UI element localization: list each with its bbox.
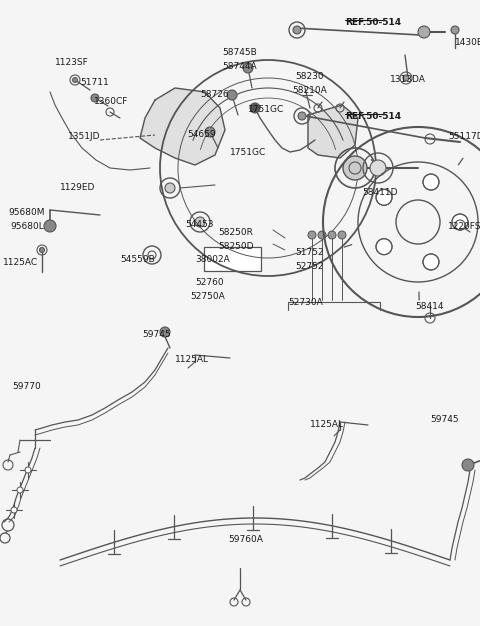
Text: 1430BF: 1430BF xyxy=(455,38,480,47)
Text: REF.50-514: REF.50-514 xyxy=(345,112,401,121)
Circle shape xyxy=(376,239,392,255)
Circle shape xyxy=(451,26,459,34)
Circle shape xyxy=(25,467,31,473)
Text: 58745B: 58745B xyxy=(222,48,257,57)
Text: 58726: 58726 xyxy=(200,90,228,99)
Circle shape xyxy=(165,183,175,193)
Text: 58414: 58414 xyxy=(415,302,444,311)
Text: REF.50-514: REF.50-514 xyxy=(345,18,401,27)
Text: 59745: 59745 xyxy=(142,330,170,339)
Circle shape xyxy=(403,75,409,81)
Text: 1125AC: 1125AC xyxy=(3,258,38,267)
Text: 58250D: 58250D xyxy=(218,242,253,251)
Circle shape xyxy=(250,103,260,113)
Circle shape xyxy=(44,220,56,232)
Circle shape xyxy=(17,487,23,493)
Text: 1123SF: 1123SF xyxy=(55,58,89,67)
Circle shape xyxy=(418,26,430,38)
Text: 58411D: 58411D xyxy=(362,188,397,197)
Text: 1351JD: 1351JD xyxy=(68,132,100,141)
FancyBboxPatch shape xyxy=(204,247,261,271)
Circle shape xyxy=(91,94,99,102)
Text: 1125AL: 1125AL xyxy=(175,355,209,364)
Circle shape xyxy=(328,231,336,239)
Text: 58744A: 58744A xyxy=(222,62,257,71)
Circle shape xyxy=(376,189,392,205)
Text: 38002A: 38002A xyxy=(195,255,230,264)
Text: 54453: 54453 xyxy=(185,220,214,229)
Text: 58250R: 58250R xyxy=(218,228,253,237)
Text: 59760A: 59760A xyxy=(228,535,263,544)
Text: 1125AL: 1125AL xyxy=(310,420,344,429)
Text: 58230: 58230 xyxy=(295,72,324,81)
Circle shape xyxy=(293,26,301,34)
Text: 1313DA: 1313DA xyxy=(390,75,426,84)
Circle shape xyxy=(227,90,237,100)
Text: 51752: 51752 xyxy=(295,248,324,257)
Circle shape xyxy=(462,459,474,471)
Text: 51711: 51711 xyxy=(80,78,109,87)
Text: 54659: 54659 xyxy=(187,130,216,139)
Text: 58210A: 58210A xyxy=(292,86,327,95)
Polygon shape xyxy=(140,88,225,165)
Text: 1751GC: 1751GC xyxy=(248,105,284,114)
Circle shape xyxy=(318,231,326,239)
Text: 52730A: 52730A xyxy=(288,298,323,307)
Text: 52752: 52752 xyxy=(295,262,324,271)
Text: 52750A: 52750A xyxy=(190,292,225,301)
Circle shape xyxy=(423,254,439,270)
Text: 52760: 52760 xyxy=(195,278,224,287)
Circle shape xyxy=(160,327,170,337)
Circle shape xyxy=(452,214,468,230)
Circle shape xyxy=(370,160,386,176)
Text: 1751GC: 1751GC xyxy=(230,148,266,157)
Circle shape xyxy=(72,78,77,83)
Text: 95680M: 95680M xyxy=(8,208,45,217)
Text: 95680L: 95680L xyxy=(10,222,44,231)
Circle shape xyxy=(423,174,439,190)
Circle shape xyxy=(39,247,45,252)
Text: 1220FS: 1220FS xyxy=(448,222,480,231)
Text: 1129ED: 1129ED xyxy=(60,183,96,192)
Circle shape xyxy=(298,112,306,120)
Circle shape xyxy=(195,217,205,227)
Circle shape xyxy=(343,156,367,180)
Text: 54559B: 54559B xyxy=(120,255,155,264)
Text: 1360CF: 1360CF xyxy=(94,97,128,106)
Text: 59770: 59770 xyxy=(12,382,41,391)
Circle shape xyxy=(243,63,253,73)
Circle shape xyxy=(11,507,17,513)
Polygon shape xyxy=(308,105,358,158)
Circle shape xyxy=(205,127,215,137)
Circle shape xyxy=(308,231,316,239)
Text: 59745: 59745 xyxy=(430,415,458,424)
Text: 55117D: 55117D xyxy=(448,132,480,141)
Circle shape xyxy=(338,231,346,239)
